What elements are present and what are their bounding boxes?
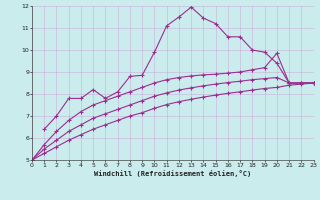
X-axis label: Windchill (Refroidissement éolien,°C): Windchill (Refroidissement éolien,°C): [94, 170, 252, 177]
